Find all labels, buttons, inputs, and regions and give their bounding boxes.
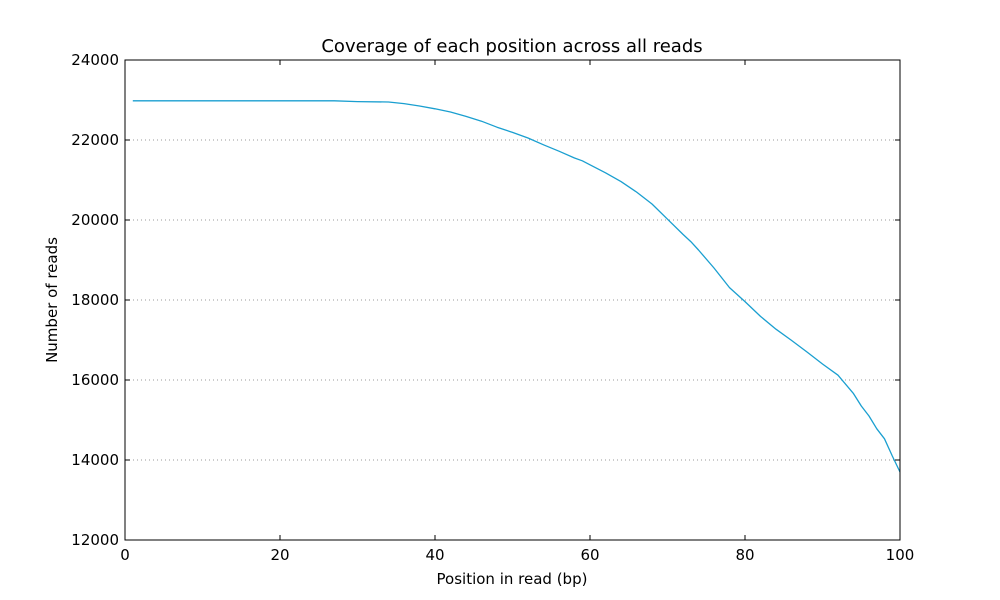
y-tick-label: 12000 <box>71 531 119 549</box>
y-tick-label: 22000 <box>71 131 119 149</box>
x-tick-label: 60 <box>580 546 599 564</box>
series-layer <box>132 100 901 473</box>
y-tick-label: 20000 <box>71 211 119 229</box>
chart-title: Coverage of each position across all rea… <box>321 36 702 57</box>
x-tick-label: 100 <box>886 546 915 564</box>
y-tick-label: 24000 <box>71 51 119 69</box>
coverage-series-line <box>132 100 901 473</box>
y-tick-label: 18000 <box>71 291 119 309</box>
y-axis-title: Number of reads <box>43 237 61 363</box>
x-tick-label: 20 <box>270 546 289 564</box>
y-tick-label: 16000 <box>71 371 119 389</box>
x-tick-label: 0 <box>120 546 130 564</box>
ticks: 0 20 40 60 80 100 12000 14000 16000 18000 20000 220… <box>71 51 914 564</box>
y-tick-label: 14000 <box>71 451 119 469</box>
x-tick-label: 40 <box>425 546 444 564</box>
x-tick-label: 80 <box>735 546 754 564</box>
x-axis-title: Position in read (bp) <box>437 570 588 588</box>
